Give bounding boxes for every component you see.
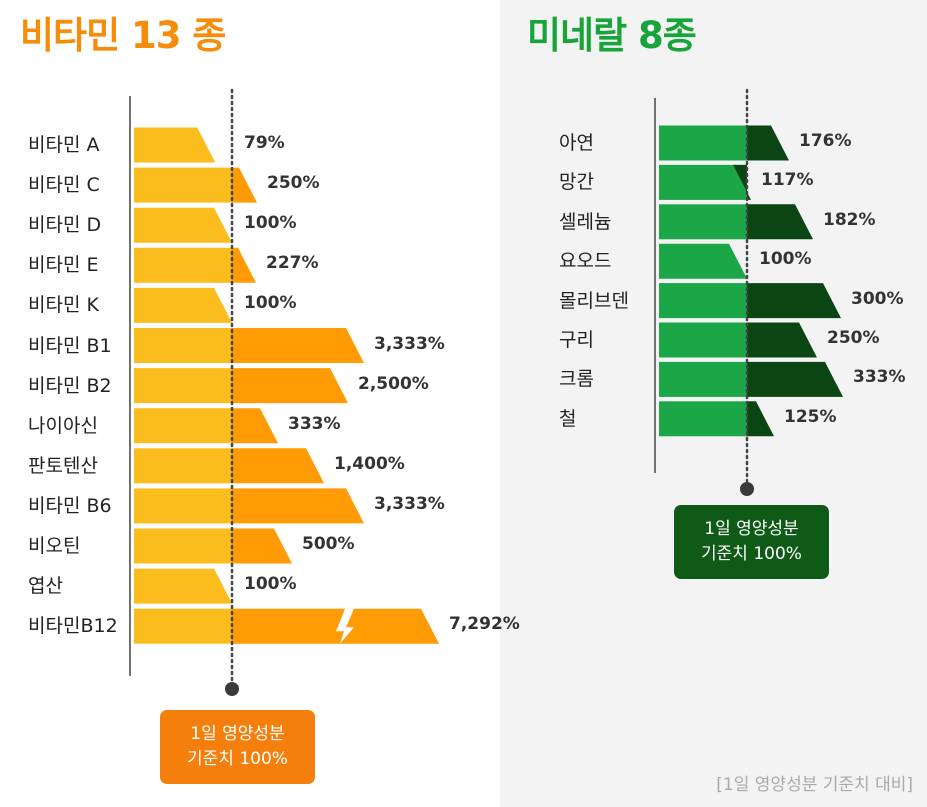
mineral-category-label-1: 아연	[559, 132, 594, 154]
vitamin-bar-5	[134, 288, 232, 323]
vitamin-bar-4-excess	[232, 248, 256, 283]
mineral-category-label-6: 구리	[559, 329, 594, 351]
mineral-bar-3-base	[659, 204, 747, 239]
mineral-bar-8-base	[659, 401, 747, 436]
vitamin-bar-4-base	[134, 248, 232, 283]
vitamin-value-label-1: 79%	[244, 133, 285, 153]
vitamin-bar-2-base	[134, 168, 232, 203]
vitamin-category-label-10: 비타민 B6	[28, 495, 112, 517]
mineral-bar-6-excess	[747, 323, 817, 358]
vitamin-bar-2-excess	[232, 168, 257, 203]
vitamin-category-label-1: 비타민 A	[28, 134, 99, 156]
vitamin-value-label-10: 3,333%	[374, 494, 445, 514]
vitamin-bar-7-excess	[232, 368, 348, 403]
mineral-value-label-8: 125%	[784, 407, 837, 427]
vitamin-value-label-12: 100%	[244, 574, 297, 594]
mineral-bar-6-base	[659, 323, 747, 358]
vitamin-reference-marker	[225, 682, 239, 696]
vitamin-badge-line1: 1일 영양성분	[160, 722, 315, 747]
mineral-value-label-4: 100%	[759, 249, 812, 269]
vitamin-bar-13-base	[134, 609, 232, 644]
mineral-value-label-2: 117%	[761, 170, 814, 190]
vitamin-value-label-11: 500%	[302, 534, 355, 554]
mineral-bar-1-excess	[747, 126, 789, 161]
mineral-category-label-4: 요오드	[559, 250, 611, 272]
mineral-bar-7-excess	[747, 362, 843, 397]
vitamin-category-label-8: 나이아신	[28, 415, 98, 437]
vitamin-bar-12	[134, 569, 232, 604]
vitamin-category-label-11: 비오틴	[28, 535, 80, 557]
vitamin-value-label-5: 100%	[244, 293, 297, 313]
vitamin-bar-13-excess	[232, 609, 439, 644]
mineral-bar-3-excess	[747, 204, 813, 239]
mineral-bar-5-base	[659, 283, 747, 318]
vitamin-value-label-4: 227%	[266, 253, 319, 273]
vitamin-bar-8-excess	[232, 408, 278, 443]
mineral-bar-7-base	[659, 362, 747, 397]
mineral-value-label-5: 300%	[851, 289, 904, 309]
mineral-category-label-5: 몰리브덴	[559, 290, 629, 312]
vitamin-value-label-9: 1,400%	[334, 454, 405, 474]
vitamin-value-label-2: 250%	[267, 173, 320, 193]
vitamin-bar-11-excess	[232, 529, 292, 564]
mineral-badge-line2: 기준치 100%	[674, 542, 829, 567]
vitamin-bar-7-base	[134, 368, 232, 403]
mineral-value-label-1: 176%	[799, 131, 852, 151]
mineral-category-label-8: 철	[559, 408, 576, 430]
vitamin-category-label-2: 비타민 C	[28, 174, 100, 196]
vitamin-bar-9-base	[134, 448, 232, 483]
vitamin-bar-10-base	[134, 488, 232, 523]
vitamin-bar-3	[134, 208, 232, 243]
mineral-value-label-7: 333%	[853, 367, 906, 387]
vitamin-value-label-3: 100%	[244, 213, 297, 233]
vitamin-value-label-6: 3,333%	[374, 334, 445, 354]
mineral-value-label-6: 250%	[827, 328, 880, 348]
mineral-category-label-2: 망간	[559, 171, 594, 193]
vitamin-bar-8-base	[134, 408, 232, 443]
vitamin-category-label-6: 비타민 B1	[28, 335, 112, 357]
vitamin-category-label-9: 판토텐산	[28, 455, 98, 477]
vitamin-value-label-7: 2,500%	[358, 374, 429, 394]
mineral-bar-8-excess	[747, 401, 774, 436]
vitamin-bar-1	[134, 128, 215, 163]
mineral-badge-line1: 1일 영양성분	[674, 517, 829, 542]
vitamin-category-label-5: 비타민 K	[28, 294, 99, 316]
mineral-bar-4	[659, 244, 747, 279]
vitamin-reference-badge: 1일 영양성분 기준치 100%	[160, 710, 315, 784]
vitamin-bar-6-excess	[232, 328, 364, 363]
mineral-bar-2-base	[659, 165, 747, 200]
vitamin-bar-9-excess	[232, 448, 324, 483]
mineral-value-label-3: 182%	[823, 210, 876, 230]
vitamin-value-label-13: 7,292%	[449, 614, 520, 634]
mineral-reference-badge: 1일 영양성분 기준치 100%	[674, 505, 829, 579]
vitamin-bar-6-base	[134, 328, 232, 363]
vitamin-category-label-4: 비타민 E	[28, 254, 99, 276]
vitamin-value-label-8: 333%	[288, 414, 341, 434]
vitamin-category-label-7: 비타민 B2	[28, 375, 112, 397]
mineral-category-label-3: 셀레늄	[559, 211, 611, 233]
footer-note: [1일 영양성분 기준치 대비]	[716, 770, 913, 795]
vitamin-bar-11-base	[134, 529, 232, 564]
mineral-bar-5-excess	[747, 283, 841, 318]
mineral-bar-1-base	[659, 126, 747, 161]
vitamin-bar-10-excess	[232, 488, 364, 523]
vitamin-category-label-13: 비타민B12	[28, 615, 118, 637]
vitamin-category-label-12: 엽산	[28, 575, 63, 597]
mineral-reference-marker	[740, 482, 754, 496]
mineral-category-label-7: 크롬	[559, 368, 594, 390]
vitamin-badge-line2: 기준치 100%	[160, 747, 315, 772]
vitamin-category-label-3: 비타민 D	[28, 214, 101, 236]
